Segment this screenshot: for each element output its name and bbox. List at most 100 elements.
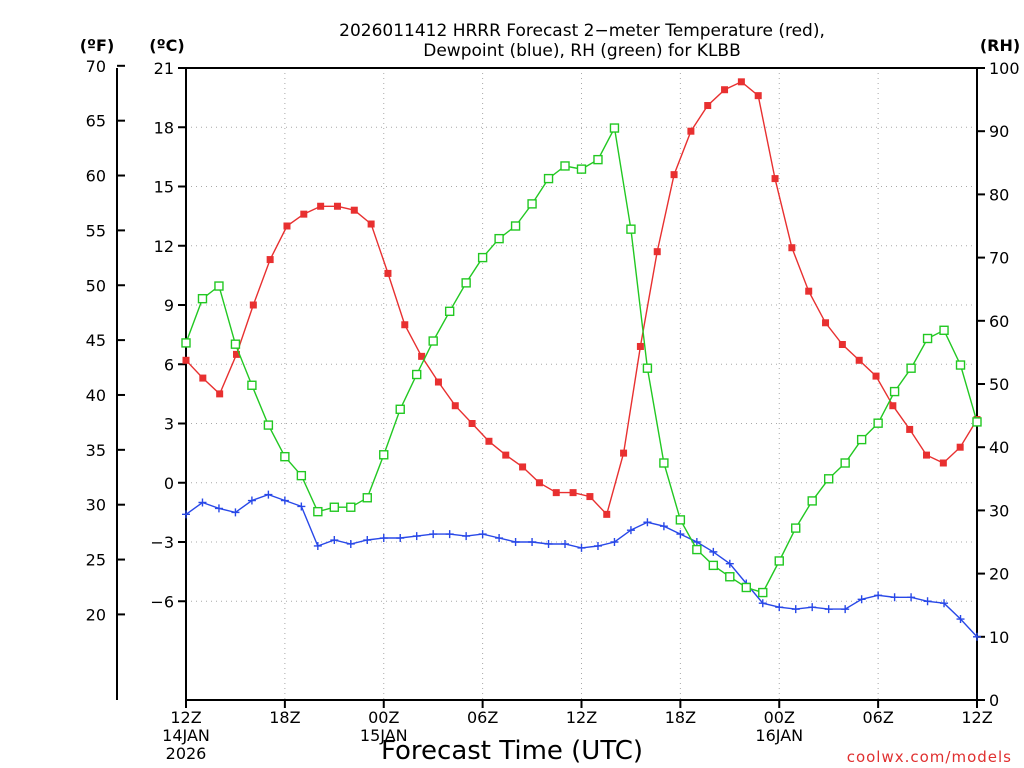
rh-point: [181, 338, 191, 348]
temperature-point: [552, 489, 560, 497]
temperature-point: [737, 78, 745, 86]
x-tick-label: 06Z: [467, 708, 498, 727]
dewpoint-point: [412, 532, 421, 541]
dewpoint-point: [198, 498, 207, 507]
temperature-point: [754, 92, 762, 100]
celsius-tick-label: 15: [154, 178, 174, 197]
rh-tick-label: 30: [989, 501, 1009, 520]
dewpoint-point: [907, 593, 916, 602]
dewpoint-point: [214, 504, 223, 513]
x-tick-label: 12Z: [566, 708, 597, 727]
temperature-point: [939, 459, 947, 467]
dewpoint-point: [462, 532, 471, 541]
celsius-tick-label: −6: [150, 592, 174, 611]
temperature-point: [889, 402, 897, 410]
rh-point: [379, 450, 389, 460]
fahrenheit-tick-label: 55: [86, 221, 106, 240]
rh-point: [856, 434, 867, 445]
chart-title-line1: 2026011412 HRRR Forecast 2−meter Tempera…: [339, 21, 825, 41]
dewpoint-point: [330, 536, 339, 545]
temperature-series: [182, 78, 981, 518]
fahrenheit-tick-label: 25: [86, 551, 106, 570]
celsius-tick-label: 6: [164, 355, 174, 374]
rh-point: [807, 496, 817, 506]
x-axis-label: Forecast Time (UTC): [381, 736, 643, 766]
x-tick-date-label: 16JAN: [755, 726, 803, 745]
x-tick-label: 12Z: [170, 708, 201, 727]
temperature-point: [216, 390, 224, 398]
dewpoint-point: [528, 538, 537, 546]
temperature-point: [721, 86, 729, 94]
rh-point: [296, 470, 307, 481]
rh-tick-label: 50: [989, 375, 1009, 394]
dewpoint-point: [313, 541, 322, 550]
rh-tick-label: 0: [989, 691, 999, 710]
x-tick-date-label: 15JAN: [360, 726, 408, 745]
temperature-point: [401, 321, 409, 329]
x-tick-label: 12Z: [961, 708, 992, 727]
dewpoint-point: [841, 605, 850, 614]
rh-point: [791, 523, 801, 533]
temperature-point: [855, 356, 863, 364]
rh-point: [412, 369, 422, 380]
rh-point: [329, 502, 340, 512]
temperature-point: [434, 378, 442, 386]
dewpoint-point: [445, 530, 454, 539]
rh-point: [939, 325, 949, 335]
fahrenheit-tick-label: 20: [86, 605, 106, 624]
temperature-point: [384, 269, 392, 277]
temperature-point: [586, 493, 594, 501]
grid-lines: [185, 67, 978, 700]
temperature-point: [317, 202, 325, 210]
fahrenheit-tick-label: 50: [86, 276, 106, 295]
rh-point: [659, 458, 669, 468]
temperature-point: [249, 301, 257, 309]
dewpoint-point: [247, 496, 256, 505]
rh-tick-label: 70: [989, 249, 1009, 268]
dewpoint-point: [346, 539, 355, 548]
rh-tick-label: 80: [989, 185, 1009, 204]
rh-tick-label: 10: [989, 628, 1009, 647]
dewpoint-point: [824, 605, 833, 614]
rh-tick-label: 90: [989, 122, 1009, 141]
rh-point: [214, 281, 224, 291]
temperature-point: [502, 451, 510, 459]
rh-series: [181, 123, 982, 598]
dewpoint-point: [264, 490, 273, 499]
dewpoint-point: [561, 539, 570, 548]
rh-point: [560, 161, 570, 171]
x-tick-year-label: 2026: [166, 744, 207, 763]
dewpoint-point: [725, 559, 734, 568]
dewpoint-point: [775, 603, 784, 612]
dewpoint-point: [692, 538, 701, 546]
rh-point: [428, 336, 438, 346]
temperature-point: [788, 244, 796, 252]
rh-point: [708, 560, 719, 571]
x-tick-label: 18Z: [665, 708, 696, 727]
fahrenheit-tick-label: 60: [86, 167, 106, 186]
temperature-point: [232, 350, 240, 358]
rh-tick-label: 100: [989, 59, 1020, 78]
celsius-tick-label: 9: [164, 296, 174, 315]
temperature-point: [872, 372, 880, 380]
celsius-tick-label: 21: [154, 59, 174, 78]
rh-point: [840, 458, 850, 468]
x-tick-label: 18Z: [269, 708, 300, 727]
dewpoint-point: [857, 595, 866, 604]
rh-tick-label: 40: [989, 438, 1009, 457]
fahrenheit-ticks: 70 65 60 55 50 45 40 35 30 25 20: [86, 57, 125, 624]
rh-point: [955, 360, 966, 370]
dewpoint-point: [511, 538, 520, 546]
fahrenheit-tick-label: 30: [86, 496, 106, 515]
celsius-ticks: 21 18 15 12 9 6 3 0 −3 −6: [150, 59, 186, 611]
dewpoint-point: [956, 615, 965, 624]
temperature-point: [350, 206, 358, 214]
temperature-point: [283, 222, 291, 230]
dewpoint-point: [231, 508, 240, 517]
temperature-point: [670, 171, 678, 179]
dewpoint-point: [396, 534, 405, 543]
rh-point: [362, 493, 372, 503]
dewpoint-point: [478, 530, 487, 539]
